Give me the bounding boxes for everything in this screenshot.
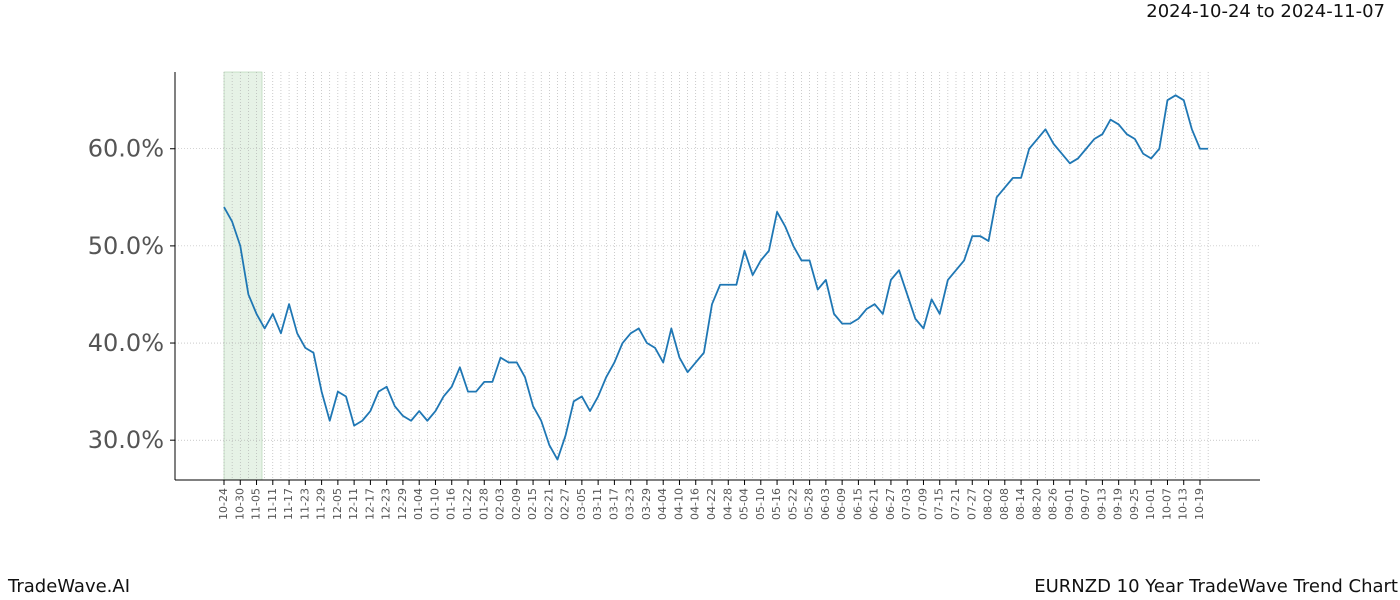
x-tick-label: 02-15 [526,488,539,520]
x-tick-label: 08-02 [982,488,995,520]
x-tick-label: 07-15 [933,488,946,520]
x-tick-label: 03-23 [624,488,637,520]
x-tick-label: 04-16 [689,488,702,520]
brand: TradeWave.AI [7,576,130,597]
x-tick-label: 08-26 [1047,488,1060,520]
x-tick-label: 05-22 [786,488,799,520]
x-tick-label: 09-19 [1112,488,1125,520]
x-tick-label: 09-01 [1063,488,1076,520]
x-tick-label: 09-13 [1095,488,1108,520]
x-tick-label: 06-21 [868,488,881,520]
x-tick-label: 07-09 [916,488,929,520]
x-tick-label: 06-15 [851,488,864,520]
x-tick-label: 10-30 [233,488,246,520]
highlight-span [223,71,263,481]
chart-title: EURNZD 10 Year TradeWave Trend Chart [1034,576,1398,597]
x-tick-label: 07-21 [949,488,962,520]
x-tick-label: 04-10 [672,488,685,520]
x-tick-label: 06-09 [835,488,848,520]
x-tick-label: 09-25 [1128,488,1141,520]
y-tick-label: 50.0% [88,232,164,260]
x-tick-label: 03-29 [640,488,653,520]
x-tick-label: 08-08 [998,488,1011,520]
x-tick-label: 11-17 [282,488,295,520]
x-tick-label: 12-23 [380,488,393,520]
y-tick-label: 40.0% [88,329,164,357]
y-tick-label: 60.0% [88,135,164,163]
x-tick-label: 06-03 [819,488,832,520]
x-tick-label: 12-11 [347,488,360,520]
x-tick-label: 03-17 [607,488,620,520]
x-tick-label: 01-28 [477,488,490,520]
x-tick-label: 10-07 [1160,488,1173,520]
x-tick-label: 07-03 [900,488,913,520]
x-tick-label: 11-29 [315,488,328,520]
x-tick-label: 03-11 [591,488,604,520]
x-tick-label: 10-24 [217,488,230,520]
x-tick-label: 02-03 [494,488,507,520]
x-tick-label: 12-29 [396,488,409,520]
x-tick-label: 01-10 [428,488,441,520]
x-tick-label: 01-04 [412,488,425,520]
x-tick-label: 02-21 [542,488,555,520]
x-tick-label: 08-14 [1014,488,1027,520]
x-tick-label: 10-13 [1177,488,1190,520]
x-tick-label: 04-28 [721,488,734,520]
x-tick-label: 07-27 [965,488,978,520]
x-tick-label: 12-17 [363,488,376,520]
x-tick-label: 10-19 [1193,488,1206,520]
y-tick-label: 30.0% [88,426,164,454]
x-tick-label: 06-27 [884,488,897,520]
x-tick-label: 05-28 [803,488,816,520]
x-tick-label: 05-16 [770,488,783,520]
x-tick-label: 11-23 [298,488,311,520]
x-tick-label: 09-07 [1079,488,1092,520]
x-tick-label: 05-04 [738,488,751,520]
x-tick-label: 04-22 [705,488,718,520]
date-range: 2024-10-24 to 2024-11-07 [1146,1,1385,22]
x-tick-label: 04-04 [656,488,669,520]
x-tick-label: 12-05 [331,488,344,520]
x-tick-label: 01-22 [461,488,474,520]
x-tick-label: 01-16 [445,488,458,520]
x-tick-label: 05-10 [754,488,767,520]
trend-line [223,94,1209,461]
x-tick-label: 08-20 [1030,488,1043,520]
x-tick-label: 11-11 [266,488,279,520]
x-tick-label: 11-05 [250,488,263,520]
x-tick-label: 02-09 [510,488,523,520]
x-tick-label: 03-05 [575,488,588,520]
x-tick-label: 10-01 [1144,488,1157,520]
x-tick-label: 02-27 [559,488,572,520]
